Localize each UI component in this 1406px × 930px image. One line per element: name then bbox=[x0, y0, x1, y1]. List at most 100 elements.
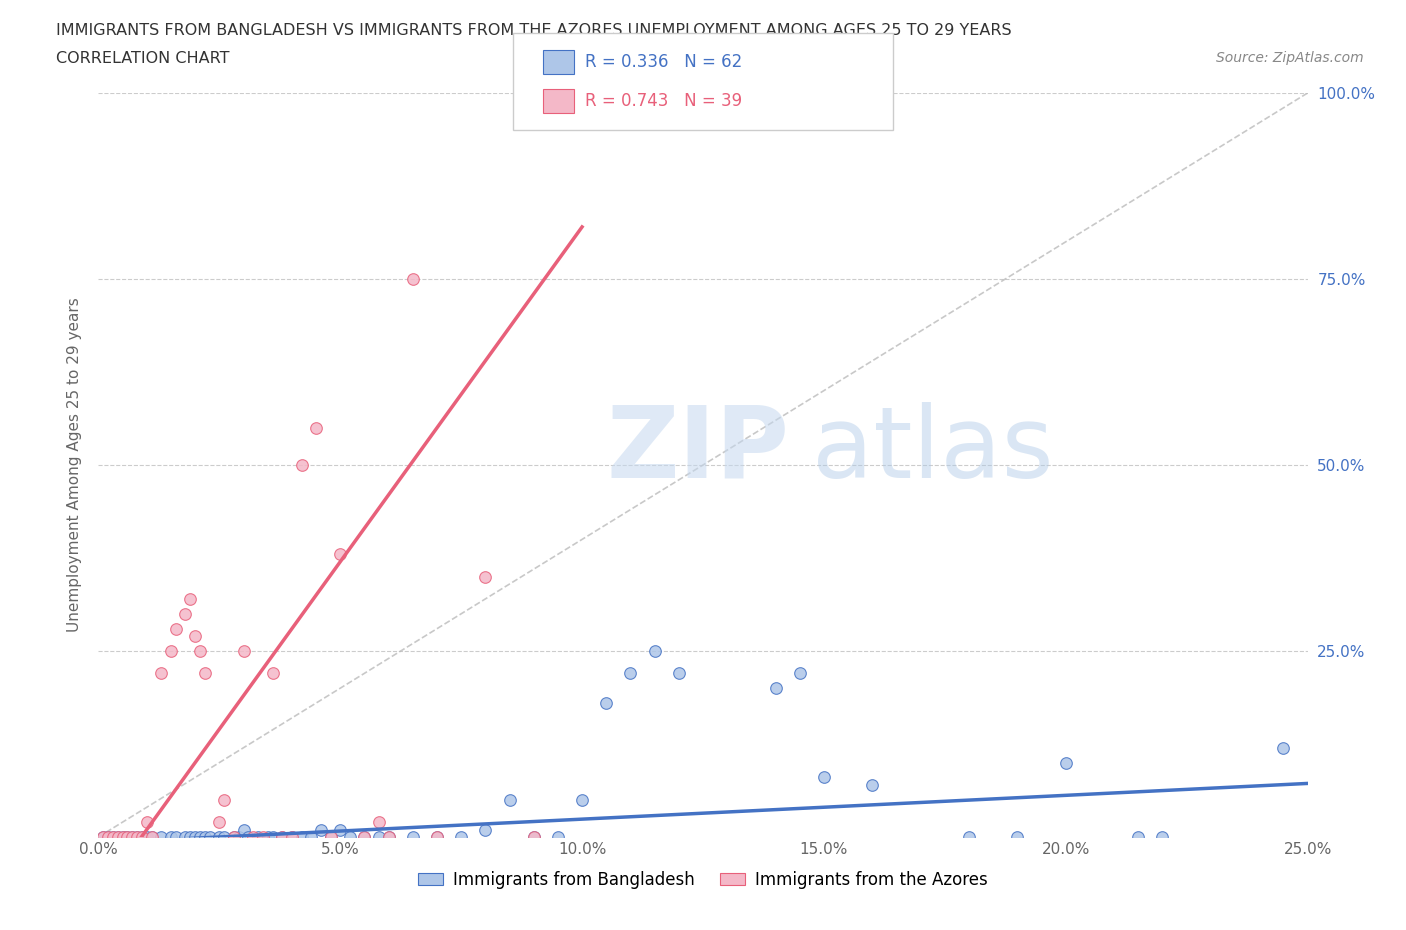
Point bbox=[813, 770, 835, 785]
Point bbox=[290, 458, 312, 472]
Point bbox=[232, 822, 254, 837]
Point bbox=[377, 830, 399, 844]
Point bbox=[377, 830, 399, 844]
Point bbox=[117, 830, 139, 844]
Text: R = 0.336   N = 62: R = 0.336 N = 62 bbox=[585, 53, 742, 71]
Point bbox=[165, 830, 187, 844]
Point bbox=[668, 666, 690, 681]
Point bbox=[127, 830, 149, 844]
Point bbox=[97, 830, 120, 844]
Point bbox=[222, 830, 245, 844]
Point bbox=[1272, 740, 1295, 755]
Point bbox=[165, 621, 187, 636]
Point bbox=[619, 666, 641, 681]
Point bbox=[1007, 830, 1029, 844]
Point bbox=[184, 830, 207, 844]
Point bbox=[523, 830, 546, 844]
Point bbox=[135, 815, 157, 830]
Point bbox=[212, 830, 235, 844]
Legend: Immigrants from Bangladesh, Immigrants from the Azores: Immigrants from Bangladesh, Immigrants f… bbox=[412, 864, 994, 896]
Y-axis label: Unemployment Among Ages 25 to 29 years: Unemployment Among Ages 25 to 29 years bbox=[67, 298, 83, 632]
Point bbox=[121, 830, 143, 844]
Point bbox=[290, 830, 312, 844]
Point bbox=[208, 815, 231, 830]
Point bbox=[271, 830, 294, 844]
Point bbox=[127, 830, 149, 844]
Point bbox=[789, 666, 811, 681]
Point bbox=[107, 830, 129, 844]
Point bbox=[319, 830, 342, 844]
Point bbox=[160, 830, 183, 844]
Point bbox=[194, 666, 217, 681]
Point bbox=[329, 822, 352, 837]
Point bbox=[179, 830, 201, 844]
Point bbox=[353, 830, 375, 844]
Point bbox=[247, 830, 270, 844]
Point bbox=[131, 830, 153, 844]
Point bbox=[256, 830, 278, 844]
Text: atlas: atlas bbox=[811, 402, 1053, 498]
Point bbox=[188, 644, 211, 658]
Point bbox=[91, 830, 114, 844]
Point bbox=[1054, 755, 1077, 770]
Text: CORRELATION CHART: CORRELATION CHART bbox=[56, 51, 229, 66]
Point bbox=[238, 830, 260, 844]
Text: R = 0.743   N = 39: R = 0.743 N = 39 bbox=[585, 92, 742, 110]
Text: Source: ZipAtlas.com: Source: ZipAtlas.com bbox=[1216, 51, 1364, 65]
Point bbox=[262, 666, 284, 681]
Point bbox=[141, 830, 163, 844]
Point bbox=[188, 830, 211, 844]
Point bbox=[368, 830, 391, 844]
Point bbox=[644, 644, 666, 658]
Point bbox=[450, 830, 472, 844]
Point bbox=[150, 666, 173, 681]
Point bbox=[271, 830, 294, 844]
Point bbox=[111, 830, 134, 844]
Point bbox=[547, 830, 569, 844]
Point bbox=[150, 830, 173, 844]
Point bbox=[101, 830, 124, 844]
Point bbox=[179, 591, 201, 606]
Point bbox=[523, 830, 546, 844]
Point bbox=[474, 569, 496, 584]
Point bbox=[402, 830, 425, 844]
Point bbox=[329, 547, 352, 562]
Point bbox=[212, 792, 235, 807]
Point bbox=[184, 629, 207, 644]
Point bbox=[228, 830, 250, 844]
Point bbox=[957, 830, 980, 844]
Point bbox=[368, 815, 391, 830]
Point bbox=[571, 792, 593, 807]
Point bbox=[174, 830, 197, 844]
Point bbox=[141, 830, 163, 844]
Point bbox=[198, 830, 221, 844]
Point bbox=[101, 830, 124, 844]
Point bbox=[426, 830, 449, 844]
Point bbox=[208, 830, 231, 844]
Point bbox=[121, 830, 143, 844]
Point bbox=[281, 830, 304, 844]
Point bbox=[595, 696, 617, 711]
Point bbox=[309, 822, 332, 837]
Point bbox=[160, 644, 183, 658]
Point bbox=[91, 830, 114, 844]
Point bbox=[107, 830, 129, 844]
Point bbox=[252, 830, 274, 844]
Point bbox=[474, 822, 496, 837]
Point bbox=[860, 777, 883, 792]
Point bbox=[174, 606, 197, 621]
Point bbox=[117, 830, 139, 844]
Point bbox=[242, 830, 264, 844]
Point bbox=[232, 644, 254, 658]
Point bbox=[97, 830, 120, 844]
Text: IMMIGRANTS FROM BANGLADESH VS IMMIGRANTS FROM THE AZORES UNEMPLOYMENT AMONG AGES: IMMIGRANTS FROM BANGLADESH VS IMMIGRANTS… bbox=[56, 23, 1012, 38]
Point bbox=[498, 792, 520, 807]
Point bbox=[353, 830, 375, 844]
Point bbox=[111, 830, 134, 844]
Point bbox=[299, 830, 322, 844]
Point bbox=[135, 830, 157, 844]
Point bbox=[194, 830, 217, 844]
Point bbox=[1128, 830, 1150, 844]
Point bbox=[319, 830, 342, 844]
Point bbox=[402, 272, 425, 286]
